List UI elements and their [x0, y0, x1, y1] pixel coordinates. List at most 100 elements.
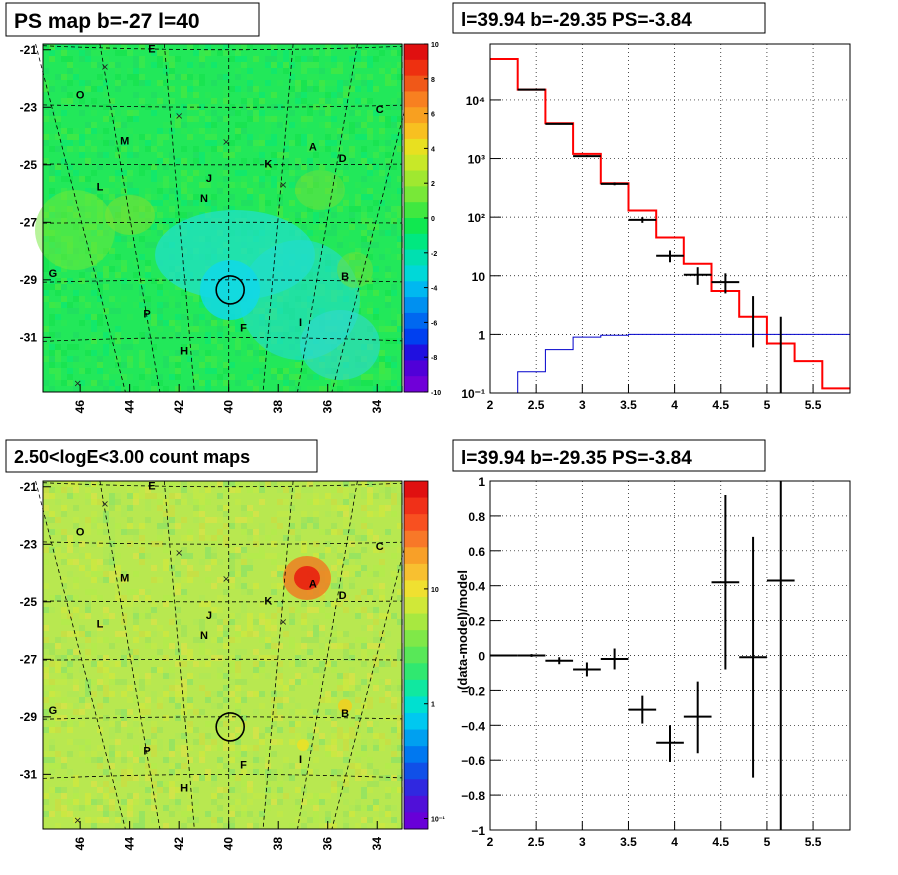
map-texture-cell: [373, 637, 379, 643]
map-texture-cell: [223, 362, 229, 368]
map-texture-cell: [49, 487, 55, 493]
map-texture-cell: [253, 733, 259, 739]
colorbar-tick-label: -2: [431, 251, 437, 258]
map-texture-cell: [109, 188, 115, 194]
map-texture-cell: [253, 386, 259, 392]
map-texture-cell: [373, 661, 379, 667]
map-texture-cell: [61, 577, 67, 583]
source-label-O: O: [76, 527, 85, 539]
map-texture-cell: [331, 523, 337, 529]
map-texture-cell: [145, 631, 151, 637]
map-texture-cell: [343, 176, 349, 182]
map-texture-cell: [91, 338, 97, 344]
map-texture-cell: [169, 781, 175, 787]
map-texture-cell: [97, 356, 103, 362]
map-texture-cell: [277, 487, 283, 493]
map-texture-cell: [91, 481, 97, 487]
map-texture-cell: [193, 505, 199, 511]
map-texture-cell: [67, 493, 73, 499]
map-texture-cell: [289, 613, 295, 619]
map-texture-cell: [187, 745, 193, 751]
source-label-E: E: [148, 44, 155, 56]
map-texture-cell: [385, 140, 391, 146]
map-texture-cell: [223, 170, 229, 176]
map-texture-cell: [283, 56, 289, 62]
map-texture-cell: [127, 727, 133, 733]
map-texture-cell: [133, 571, 139, 577]
map-texture-cell: [385, 266, 391, 272]
map-texture-cell: [97, 577, 103, 583]
map-texture-cell: [79, 553, 85, 559]
map-texture-cell: [97, 805, 103, 811]
map-texture-cell: [385, 152, 391, 158]
map-texture-cell: [355, 571, 361, 577]
map-texture-cell: [367, 248, 373, 254]
map-texture-cell: [259, 631, 265, 637]
map-texture-cell: [151, 386, 157, 392]
map-texture-cell: [205, 200, 211, 206]
map-texture-cell: [103, 697, 109, 703]
grid-parallel--25: [42, 163, 403, 166]
map-texture-cell: [139, 80, 145, 86]
map-texture-cell: [361, 62, 367, 68]
map-texture-cell: [367, 607, 373, 613]
map-texture-cell: [67, 691, 73, 697]
map-texture-cell: [121, 613, 127, 619]
colorbar-frame: [403, 480, 429, 830]
map-texture-cell: [331, 128, 337, 134]
map-texture-cell: [223, 116, 229, 122]
map-texture-cell: [259, 194, 265, 200]
map-texture-cell: [271, 481, 277, 487]
map-texture-cell: [151, 92, 157, 98]
map-texture-cell: [397, 206, 403, 212]
residual-y-tick-label: −0.6: [461, 754, 485, 768]
map-texture-cell: [391, 320, 397, 326]
map-texture-cell: [343, 158, 349, 164]
map-texture-cell: [103, 308, 109, 314]
map-texture-cell: [175, 386, 181, 392]
map-texture-cell: [223, 589, 229, 595]
map-texture-cell: [139, 164, 145, 170]
map-texture-cell: [391, 290, 397, 296]
map-texture-cell: [169, 793, 175, 799]
map-texture-cell: [187, 565, 193, 571]
map-texture-cell: [331, 787, 337, 793]
map-texture-cell: [145, 679, 151, 685]
map-texture-cell: [199, 775, 205, 781]
map-texture-cell: [265, 535, 271, 541]
map-texture-cell: [61, 613, 67, 619]
map-texture-cell: [169, 362, 175, 368]
map-texture-cell: [301, 68, 307, 74]
cross-marker: ×: [175, 548, 183, 559]
map-texture-cell: [169, 505, 175, 511]
map-texture-cell: [103, 769, 109, 775]
map-texture-cell: [379, 637, 385, 643]
map-texture-cell: [385, 631, 391, 637]
map-texture-cell: [367, 230, 373, 236]
map-texture-cell: [91, 314, 97, 320]
map-texture-cell: [61, 775, 67, 781]
map-texture-cell: [187, 529, 193, 535]
map-texture-cell: [391, 374, 397, 380]
map-texture-cell: [115, 775, 121, 781]
map-texture-cell: [67, 134, 73, 140]
map-texture-cell: [391, 697, 397, 703]
map-texture-cell: [109, 691, 115, 697]
map-texture-cell: [49, 302, 55, 308]
x-tick-label: 38: [271, 837, 285, 851]
map-texture-cell: [385, 793, 391, 799]
map-texture-cell: [211, 739, 217, 745]
map-texture-cell: [115, 272, 121, 278]
map-texture-cell: [157, 80, 163, 86]
map-texture-cell: [169, 511, 175, 517]
map-texture-cell: [253, 140, 259, 146]
source-label-D: D: [339, 590, 347, 602]
map-texture-cell: [103, 517, 109, 523]
map-texture-cell: [235, 517, 241, 523]
map-texture-cell: [55, 74, 61, 80]
map-texture-cell: [169, 56, 175, 62]
map-texture-cell: [283, 374, 289, 380]
map-texture-cell: [181, 661, 187, 667]
map-texture-cell: [373, 769, 379, 775]
